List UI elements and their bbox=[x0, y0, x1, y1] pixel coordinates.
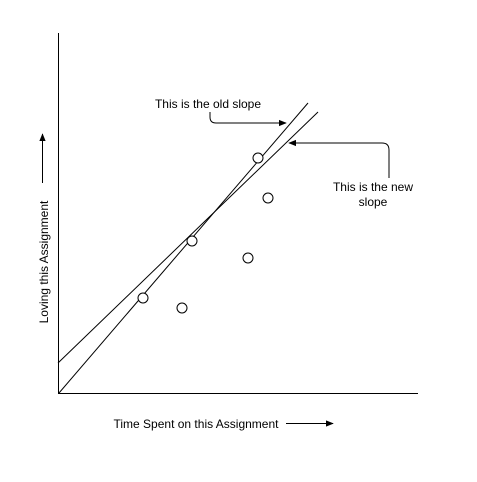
old-slope-annotation: This is the old slope bbox=[155, 97, 261, 111]
data-point bbox=[262, 192, 274, 204]
y-axis-label: Loving this Assignment bbox=[37, 200, 51, 323]
x-axis-label: Time Spent on this Assignment bbox=[114, 417, 280, 431]
data-point bbox=[252, 152, 264, 164]
new-slope-annotation-line2: slope bbox=[359, 195, 388, 209]
old-slope-pointer-arrow bbox=[209, 112, 287, 127]
data-point bbox=[176, 302, 188, 314]
new-slope-pointer-arrow bbox=[288, 139, 390, 178]
data-point bbox=[242, 252, 254, 264]
data-point bbox=[186, 235, 198, 247]
new-slope-annotation-line1: This is the new bbox=[333, 180, 413, 194]
old-slope-line bbox=[58, 102, 309, 394]
data-point bbox=[137, 292, 149, 304]
